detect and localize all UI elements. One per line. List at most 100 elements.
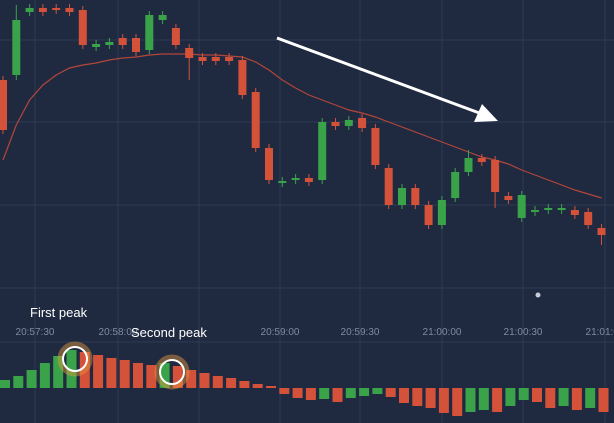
time-label: 20:59:00 [261, 327, 300, 338]
candle-body [38, 8, 47, 12]
histogram-bar [292, 388, 303, 398]
histogram-bar [39, 363, 50, 388]
histogram-bar [226, 378, 237, 388]
histogram-bar [266, 386, 276, 388]
histogram-bar [465, 388, 476, 412]
candle-body [65, 8, 74, 12]
candle-body [105, 42, 114, 45]
histogram-bar [452, 388, 463, 416]
annotation: Second peak [131, 325, 207, 340]
candle-body [371, 128, 380, 165]
candle-body [185, 48, 194, 58]
peak-marker [62, 346, 88, 372]
candle-body [464, 158, 473, 172]
candle-body [557, 208, 566, 210]
histogram-bar [385, 388, 396, 397]
candle-body [158, 15, 167, 20]
candle-body [344, 120, 353, 126]
candle-body [384, 168, 393, 205]
histogram-bar [239, 381, 250, 388]
peak-glow [154, 354, 190, 390]
annotation: First peak [30, 305, 88, 320]
histogram-bar [425, 388, 436, 408]
histogram-bar [598, 388, 609, 412]
histogram-bar [146, 365, 157, 388]
candle-body [424, 205, 433, 225]
histogram-bar [305, 388, 316, 400]
time-label: 21:01:00 [586, 327, 614, 338]
histogram-bar [199, 373, 210, 388]
candle-body [12, 20, 21, 75]
histogram-bar [518, 388, 529, 400]
histogram-bar [13, 376, 24, 388]
candle-body [398, 188, 406, 205]
candle-body [238, 60, 247, 95]
histogram-bar [478, 388, 489, 410]
histogram-bar [119, 360, 130, 388]
candle-body [584, 212, 593, 225]
histogram-bar [172, 366, 183, 388]
candle-body [25, 8, 34, 12]
histogram-bar [585, 388, 596, 408]
candle-body [437, 200, 446, 225]
candle-body [171, 28, 180, 45]
candle-body [145, 15, 154, 50]
candle-body [291, 178, 300, 180]
histogram-bar [505, 388, 516, 406]
histogram-bar [66, 350, 77, 388]
histogram-bar [545, 388, 556, 408]
histogram-bar [212, 376, 223, 388]
peak-glow [57, 341, 93, 377]
candle-body [477, 158, 486, 162]
histogram-bar [26, 370, 37, 388]
histogram-bar [412, 388, 423, 406]
histogram-bar [79, 352, 90, 388]
histogram-bar [279, 388, 290, 394]
candle-body [531, 210, 539, 212]
histogram-bar [319, 388, 330, 399]
candle-body [504, 196, 513, 200]
candle-body [358, 118, 367, 128]
candle-body [251, 92, 260, 148]
candle-body [198, 57, 207, 61]
histogram-bar [93, 355, 104, 388]
histogram-bar [252, 384, 263, 388]
candle-body [451, 172, 460, 198]
time-label: 21:00:00 [423, 327, 462, 338]
candle-body [570, 210, 579, 215]
histogram-bar [571, 388, 582, 410]
candle-body [304, 178, 313, 182]
candle-body [331, 122, 340, 126]
time-label: 20:58:00 [99, 327, 138, 338]
histogram-bar [332, 388, 343, 402]
dot [535, 292, 541, 298]
candle-body [544, 208, 553, 210]
histogram-bar [345, 388, 356, 398]
histogram-bar [53, 356, 64, 388]
histogram-bar [372, 388, 383, 394]
candle-body [597, 228, 606, 235]
time-label: 20:59:30 [341, 327, 380, 338]
candle-body [318, 122, 327, 180]
trend-arrow [276, 36, 483, 116]
histogram-bar [532, 388, 542, 402]
histogram-bar [399, 388, 409, 403]
histogram-bar [359, 388, 370, 396]
candle-body [78, 10, 87, 45]
peak-marker [159, 359, 185, 385]
candle-body [265, 148, 273, 180]
histogram-bar [186, 370, 197, 388]
candle-body [52, 8, 61, 10]
candle-body [225, 57, 234, 61]
histogram-bar [0, 380, 10, 388]
histogram-bar [492, 388, 503, 412]
moving-average [2, 53, 602, 199]
histogram-bar [558, 388, 569, 406]
candle-body [0, 80, 7, 130]
candle-body [411, 188, 420, 205]
candle-body [118, 38, 127, 45]
candle-body [211, 57, 220, 61]
histogram-bar [438, 388, 449, 413]
